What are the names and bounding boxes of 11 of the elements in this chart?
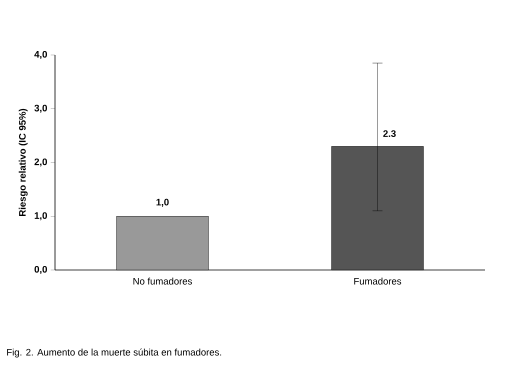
- data-label: 2.3: [383, 130, 396, 138]
- y-tick-label: 2,0: [34, 158, 47, 167]
- y-tick-label: 3,0: [34, 104, 47, 113]
- y-tick-label: 4,0: [34, 50, 47, 60]
- x-tick-label: No fumadores: [133, 278, 192, 285]
- data-label: 1,0: [156, 198, 169, 207]
- caption: Fig. 2. Aumento de la muerte súbita en fumadores.: [7, 348, 222, 358]
- y-tick-label: 1,0: [34, 212, 47, 220]
- y-axis-title: Riesgo relativo (IC 95%): [18, 108, 28, 216]
- y-tick-label: 0,0: [34, 266, 47, 274]
- x-tick-label: Fumadores: [354, 278, 402, 285]
